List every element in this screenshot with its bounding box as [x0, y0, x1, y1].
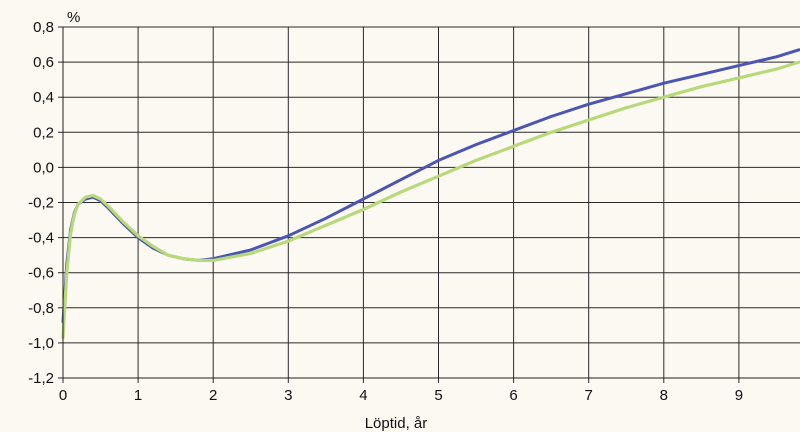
x-tick-label: 6 [509, 387, 517, 404]
y-axis-ticks: 0,8 0,6 0,4 0,2 0,0 -0,2 -0,4 -0,6 -0,8 -1,0 -1,2 [28, 19, 63, 387]
y-tick-label: -1,2 [28, 370, 54, 387]
y-tick-label: 0,8 [33, 19, 54, 36]
y-tick-label: -0,4 [28, 230, 54, 247]
y-tick-label: 0,0 [33, 159, 54, 176]
x-tick-label: 9 [735, 387, 743, 404]
y-axis-title: % [67, 9, 80, 26]
x-axis-ticks: 0 1 2 3 4 5 6 7 8 9 [59, 378, 743, 404]
x-tick-label: 4 [359, 387, 367, 404]
y-tick-label: 0,6 [33, 54, 54, 71]
grid [62, 26, 800, 379]
y-tick-label: 0,4 [33, 89, 54, 106]
x-tick-label: 8 [660, 387, 668, 404]
y-tick-label: 0,2 [33, 124, 54, 141]
y-tick-label: -0,6 [28, 265, 54, 282]
x-tick-label: 1 [134, 387, 142, 404]
y-tick-label: -1,0 [28, 335, 54, 352]
x-tick-label: 3 [284, 387, 292, 404]
x-tick-label: 2 [209, 387, 217, 404]
y-tick-label: -0,2 [28, 195, 54, 212]
y-tick-label: -0,8 [28, 300, 54, 317]
x-tick-label: 7 [585, 387, 593, 404]
x-tick-label: 5 [434, 387, 442, 404]
x-axis-title: Löptid, år [365, 415, 428, 432]
series-line-2 [61, 60, 800, 340]
series-group [61, 48, 800, 340]
series-line-1 [61, 48, 800, 324]
x-tick-label: 0 [59, 387, 67, 404]
